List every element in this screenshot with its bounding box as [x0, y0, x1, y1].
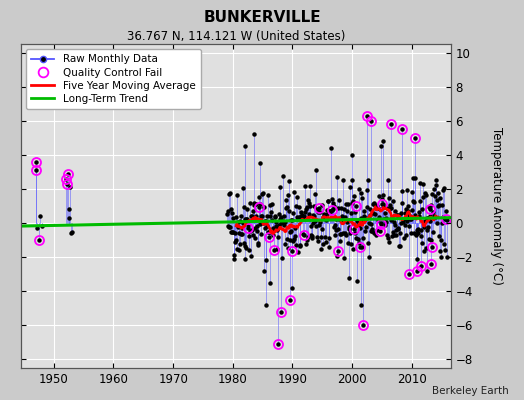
Text: BUNKERVILLE: BUNKERVILLE: [203, 10, 321, 25]
Title: 36.767 N, 114.121 W (United States): 36.767 N, 114.121 W (United States): [127, 30, 345, 43]
Legend: Raw Monthly Data, Quality Control Fail, Five Year Moving Average, Long-Term Tren: Raw Monthly Data, Quality Control Fail, …: [26, 49, 201, 109]
Text: Berkeley Earth: Berkeley Earth: [432, 386, 508, 396]
Y-axis label: Temperature Anomaly (°C): Temperature Anomaly (°C): [489, 127, 503, 285]
